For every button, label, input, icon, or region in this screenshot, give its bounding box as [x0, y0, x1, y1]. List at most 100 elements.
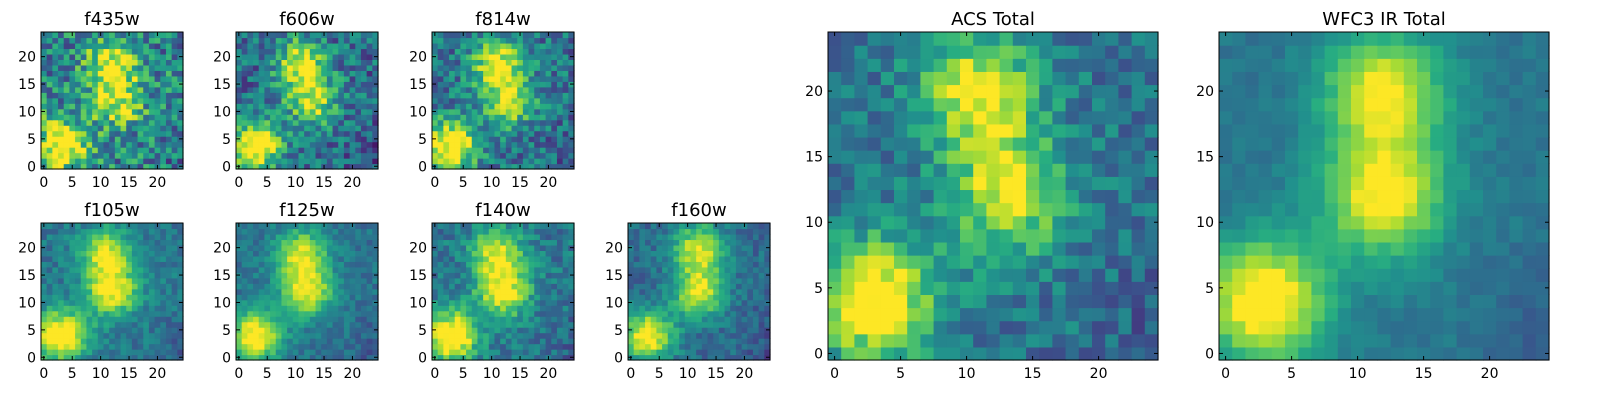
- heatmap-cell: [517, 338, 523, 344]
- heatmap-cell: [259, 272, 265, 278]
- y-tick-label: 15: [213, 268, 231, 284]
- heatmap-cell: [500, 349, 506, 355]
- heatmap-cell: [247, 87, 253, 93]
- heatmap-cell: [253, 234, 259, 240]
- heatmap-cell: [708, 338, 714, 344]
- heatmap-cell: [86, 256, 92, 262]
- heatmap-cell: [489, 37, 495, 43]
- heatmap-cell: [361, 333, 367, 339]
- heatmap-cell: [69, 316, 75, 322]
- heatmap-cell: [534, 32, 540, 38]
- heatmap-cell: [517, 142, 523, 148]
- heatmap-cell: [973, 229, 987, 243]
- heatmap-cell: [172, 338, 178, 344]
- heatmap-cell: [304, 54, 310, 60]
- heatmap-cell: [449, 120, 455, 126]
- heatmap-cell: [121, 250, 127, 256]
- heatmap-cell: [75, 327, 81, 333]
- heatmap-cell: [293, 125, 299, 131]
- heatmap-cell: [690, 261, 696, 267]
- heatmap-cell: [367, 125, 373, 131]
- heatmap-cell: [747, 283, 753, 289]
- heatmap-cell: [466, 322, 472, 328]
- heatmap-cell: [651, 322, 657, 328]
- heatmap-cell: [109, 344, 115, 350]
- heatmap-cell: [361, 48, 367, 54]
- heatmap-cell: [534, 234, 540, 240]
- heatmap-cell: [281, 349, 287, 355]
- heatmap-cell: [460, 300, 466, 306]
- heatmap-cell: [460, 228, 466, 234]
- heatmap-cell: [960, 216, 974, 230]
- heatmap-cell: [316, 136, 322, 142]
- heatmap-cell: [645, 272, 651, 278]
- heatmap-cell: [449, 333, 455, 339]
- heatmap-cell: [512, 272, 518, 278]
- heatmap-cell: [98, 114, 104, 120]
- heatmap-cell: [477, 147, 483, 153]
- heatmap-cell: [304, 153, 310, 159]
- heatmap-cell: [166, 327, 172, 333]
- heatmap-cell: [725, 228, 731, 234]
- heatmap-cell: [639, 316, 645, 322]
- heatmap-cell: [69, 300, 75, 306]
- heatmap-cell: [276, 256, 282, 262]
- heatmap-cell: [367, 109, 373, 115]
- heatmap-cell: [477, 250, 483, 256]
- heatmap-cell: [361, 87, 367, 93]
- heatmap-cell: [58, 333, 64, 339]
- heatmap-cell: [259, 234, 265, 240]
- heatmap-cell: [534, 294, 540, 300]
- heatmap-cell: [742, 261, 748, 267]
- heatmap-cell: [920, 347, 934, 361]
- heatmap-cell: [247, 37, 253, 43]
- heatmap-cell: [506, 294, 512, 300]
- heatmap-cell: [719, 316, 725, 322]
- heatmap-cell: [327, 114, 333, 120]
- heatmap-cell: [115, 76, 121, 82]
- heatmap-cell: [534, 158, 540, 164]
- heatmap-cell: [115, 65, 121, 71]
- heatmap-cell: [58, 114, 64, 120]
- heatmap-cell: [126, 294, 132, 300]
- heatmap-cell: [247, 349, 253, 355]
- heatmap-cell: [172, 81, 178, 87]
- heatmap-cell: [529, 294, 535, 300]
- heatmap-cell: [338, 294, 344, 300]
- heatmap-cell: [1013, 189, 1027, 203]
- heatmap-cell: [338, 98, 344, 104]
- heatmap-cell: [477, 283, 483, 289]
- heatmap-cell: [662, 289, 668, 295]
- heatmap-cell: [1066, 347, 1080, 361]
- heatmap-cell: [881, 308, 895, 322]
- heatmap-cell: [355, 261, 361, 267]
- heatmap-cell: [1000, 216, 1014, 230]
- heatmap-cell: [172, 294, 178, 300]
- heatmap-cell: [472, 103, 478, 109]
- heatmap-cell: [506, 65, 512, 71]
- heatmap-cell: [160, 131, 166, 137]
- heatmap-cell: [443, 316, 449, 322]
- heatmap-cell: [708, 228, 714, 234]
- heatmap-cell: [64, 37, 70, 43]
- heatmap-cell: [753, 294, 759, 300]
- heatmap-cell: [132, 70, 138, 76]
- heatmap-cell: [523, 136, 529, 142]
- heatmap-cell: [367, 92, 373, 98]
- heatmap-cell: [41, 147, 47, 153]
- heatmap-cell: [1066, 216, 1080, 230]
- heatmap-cell: [841, 203, 855, 217]
- heatmap-cell: [719, 256, 725, 262]
- heatmap-cell: [103, 131, 109, 137]
- heatmap-cell: [563, 32, 569, 38]
- heatmap-cell: [529, 81, 535, 87]
- heatmap-cell: [517, 147, 523, 153]
- heatmap-cell: [115, 294, 121, 300]
- heatmap-cell: [455, 103, 461, 109]
- heatmap-cell: [333, 147, 339, 153]
- heatmap-cell: [367, 59, 373, 65]
- heatmap-cell: [47, 43, 53, 49]
- heatmap-cell: [344, 245, 350, 251]
- heatmap-cell: [321, 349, 327, 355]
- heatmap-cell: [172, 322, 178, 328]
